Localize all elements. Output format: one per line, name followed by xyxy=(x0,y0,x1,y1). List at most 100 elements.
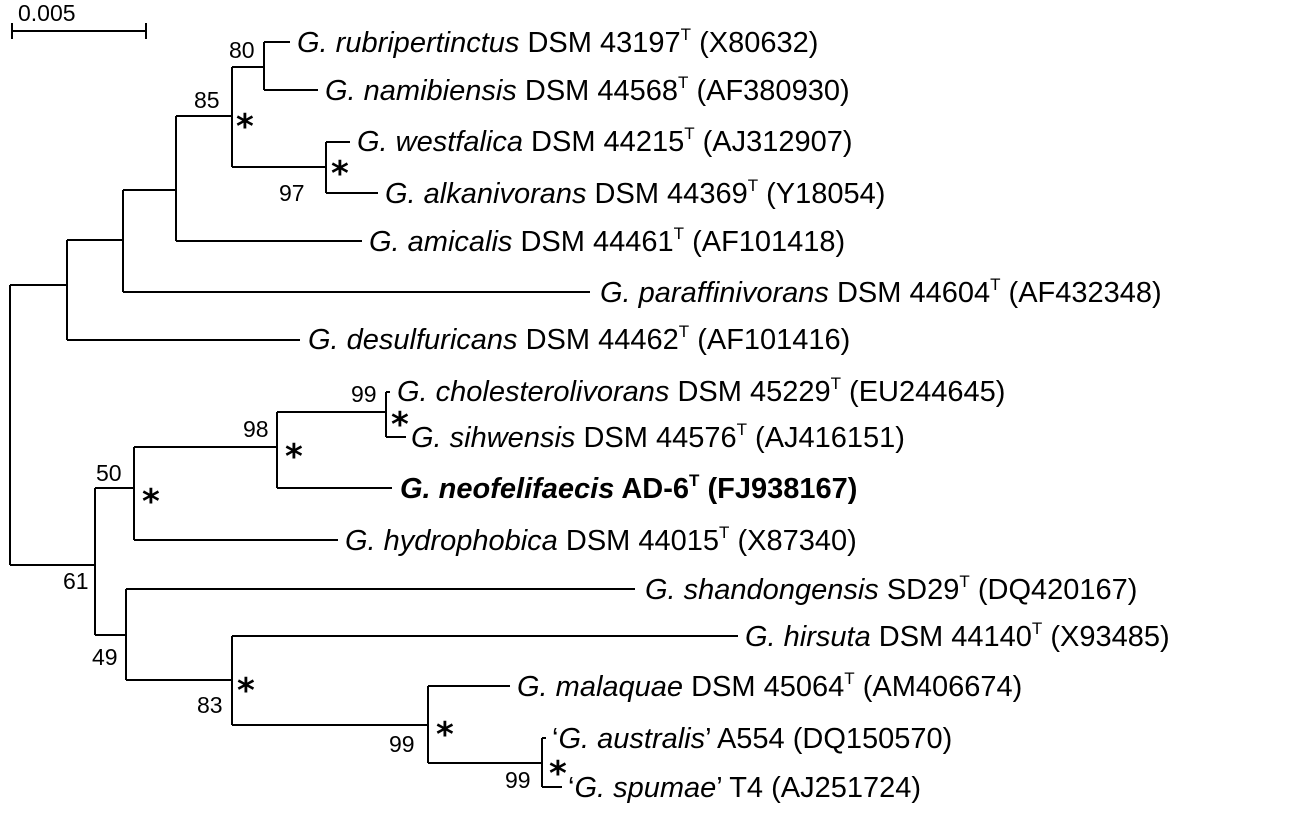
taxon-label: G. paraffinivorans DSM 44604T (AF432348) xyxy=(600,275,1162,309)
accession-number: (X87340) xyxy=(729,525,856,557)
bootstrap-value: 99 xyxy=(351,381,377,407)
strain-designation: DSM 45064 xyxy=(683,671,844,703)
taxon-label: G. hydrophobica DSM 44015T (X87340) xyxy=(345,523,857,557)
species-name: G. paraffinivorans xyxy=(600,277,829,309)
species-name: G. spumae xyxy=(574,772,716,804)
accession-number: (AJ312907) xyxy=(695,126,853,158)
asterisk-marker: * xyxy=(331,154,349,194)
asterisk-marker: * xyxy=(549,754,567,794)
bootstrap-value: 50 xyxy=(96,460,122,486)
type-strain-marker: T xyxy=(679,322,689,341)
quote-open: ‘ xyxy=(552,723,558,755)
taxon-label: G. cholesterolivorans DSM 45229T (EU2446… xyxy=(397,374,1005,408)
accession-number: (AJ416151) xyxy=(747,422,905,454)
accession-number: (EU244645) xyxy=(841,376,1005,408)
accession-number: (AF432348) xyxy=(1000,277,1161,309)
taxon-label: G. rubripertinctus DSM 43197T (X80632) xyxy=(297,25,818,59)
strain-designation: DSM 44140 xyxy=(871,621,1032,653)
species-name: G. desulfuricans xyxy=(308,324,518,356)
species-name: G. hydrophobica xyxy=(345,525,558,557)
strain-designation: DSM 44604 xyxy=(829,277,990,309)
taxon-label: G. malaquae DSM 45064T (AM406674) xyxy=(517,669,1022,703)
asterisk-marker: * xyxy=(142,482,160,522)
quote-close: ’ xyxy=(705,723,710,755)
accession-number: (AF101418) xyxy=(684,226,845,258)
accession-number: (AF101416) xyxy=(689,324,850,356)
bootstrap-value: 97 xyxy=(279,180,305,206)
species-name: G. alkanivorans xyxy=(385,178,587,210)
scale-bar-label: 0.005 xyxy=(18,0,76,26)
taxon-label: G. desulfuricans DSM 44462T (AF101416) xyxy=(308,322,850,356)
species-name: G. westfalica xyxy=(357,126,523,158)
type-strain-marker: T xyxy=(737,420,747,439)
type-strain-marker: T xyxy=(681,25,691,44)
species-name: G. neofelifaecis xyxy=(400,473,614,505)
species-name: G. malaquae xyxy=(517,671,683,703)
bootstrap-value: 99 xyxy=(505,767,531,793)
type-strain-marker: T xyxy=(748,176,758,195)
taxon-label: G. westfalica DSM 44215T (AJ312907) xyxy=(357,124,853,158)
accession-number: (AM406674) xyxy=(855,671,1023,703)
strain-designation: DSM 44576 xyxy=(575,422,736,454)
bootstrap-value: 85 xyxy=(194,87,220,113)
quote-close: ’ xyxy=(716,772,721,804)
accession-number: (AF380930) xyxy=(688,75,849,107)
taxon-label: ‘G. australis’ A554 (DQ150570) xyxy=(552,723,952,755)
type-strain-marker: T xyxy=(1032,619,1042,638)
strain-designation: SD29 xyxy=(879,574,960,606)
species-name: G. australis xyxy=(558,723,705,755)
taxon-label: G. sihwensis DSM 44576T (AJ416151) xyxy=(411,420,905,454)
type-strain-marker: T xyxy=(831,374,841,393)
scale-bar: 0.005 xyxy=(11,0,147,39)
asterisk-marker: * xyxy=(436,715,454,755)
quote-open: ‘ xyxy=(568,772,574,804)
strain-designation: DSM 44015 xyxy=(558,525,719,557)
bootstrap-value: 99 xyxy=(389,731,415,757)
species-name: G. rubripertinctus xyxy=(297,27,519,59)
accession-number: (FJ938167) xyxy=(699,473,857,505)
species-name: G. shandongensis xyxy=(645,574,879,606)
bootstrap-value: 98 xyxy=(243,416,269,442)
strain-designation: A554 xyxy=(711,723,785,755)
species-name: G. namibiensis xyxy=(325,75,517,107)
species-name: G. hirsuta xyxy=(745,621,871,653)
strain-designation: DSM 45229 xyxy=(669,376,830,408)
accession-number: (Y18054) xyxy=(758,178,885,210)
bootstrap-values: 80 85 97 99 98 50 61 49 83 99 99 xyxy=(63,37,531,793)
bootstrap-value: 80 xyxy=(229,37,255,63)
strain-designation: DSM 44369 xyxy=(587,178,748,210)
asterisk-marker: * xyxy=(285,437,303,477)
species-name: G. sihwensis xyxy=(411,422,575,454)
accession-number: (AJ251724) xyxy=(763,772,921,804)
type-strain-marker: T xyxy=(684,124,694,143)
type-strain-marker: T xyxy=(990,275,1000,294)
species-name: G. amicalis xyxy=(369,226,512,258)
strain-designation: DSM 44461 xyxy=(512,226,673,258)
type-strain-marker: T xyxy=(959,572,969,591)
strain-designation: T4 xyxy=(722,772,763,804)
taxon-label: G. namibiensis DSM 44568T (AF380930) xyxy=(325,73,850,107)
strain-designation: AD-6 xyxy=(614,473,689,505)
taxon-label: G. shandongensis SD29T (DQ420167) xyxy=(645,572,1137,606)
strain-designation: DSM 44462 xyxy=(518,324,679,356)
taxon-label: G. neofelifaecis AD-6T (FJ938167) xyxy=(400,471,857,505)
type-strain-marker: T xyxy=(689,471,700,490)
bootstrap-value: 49 xyxy=(92,644,118,670)
asterisk-marker: * xyxy=(237,671,255,711)
accession-number: (X93485) xyxy=(1042,621,1169,653)
tree-branches xyxy=(9,41,738,788)
asterisk-marker: * xyxy=(236,107,254,147)
asterisk-marker: * xyxy=(391,405,409,445)
type-strain-marker: T xyxy=(719,523,729,542)
species-name: G. cholesterolivorans xyxy=(397,376,669,408)
type-strain-marker: T xyxy=(674,224,684,243)
node-markers: * * * * * * * * xyxy=(142,107,567,794)
strain-designation: DSM 44215 xyxy=(523,126,684,158)
taxon-labels: G. rubripertinctus DSM 43197T (X80632)G.… xyxy=(297,25,1170,804)
strain-designation: DSM 43197 xyxy=(519,27,680,59)
taxon-label: G. amicalis DSM 44461T (AF101418) xyxy=(369,224,845,258)
type-strain-marker: T xyxy=(844,669,854,688)
accession-number: (DQ150570) xyxy=(785,723,953,755)
bootstrap-value: 83 xyxy=(197,692,223,718)
